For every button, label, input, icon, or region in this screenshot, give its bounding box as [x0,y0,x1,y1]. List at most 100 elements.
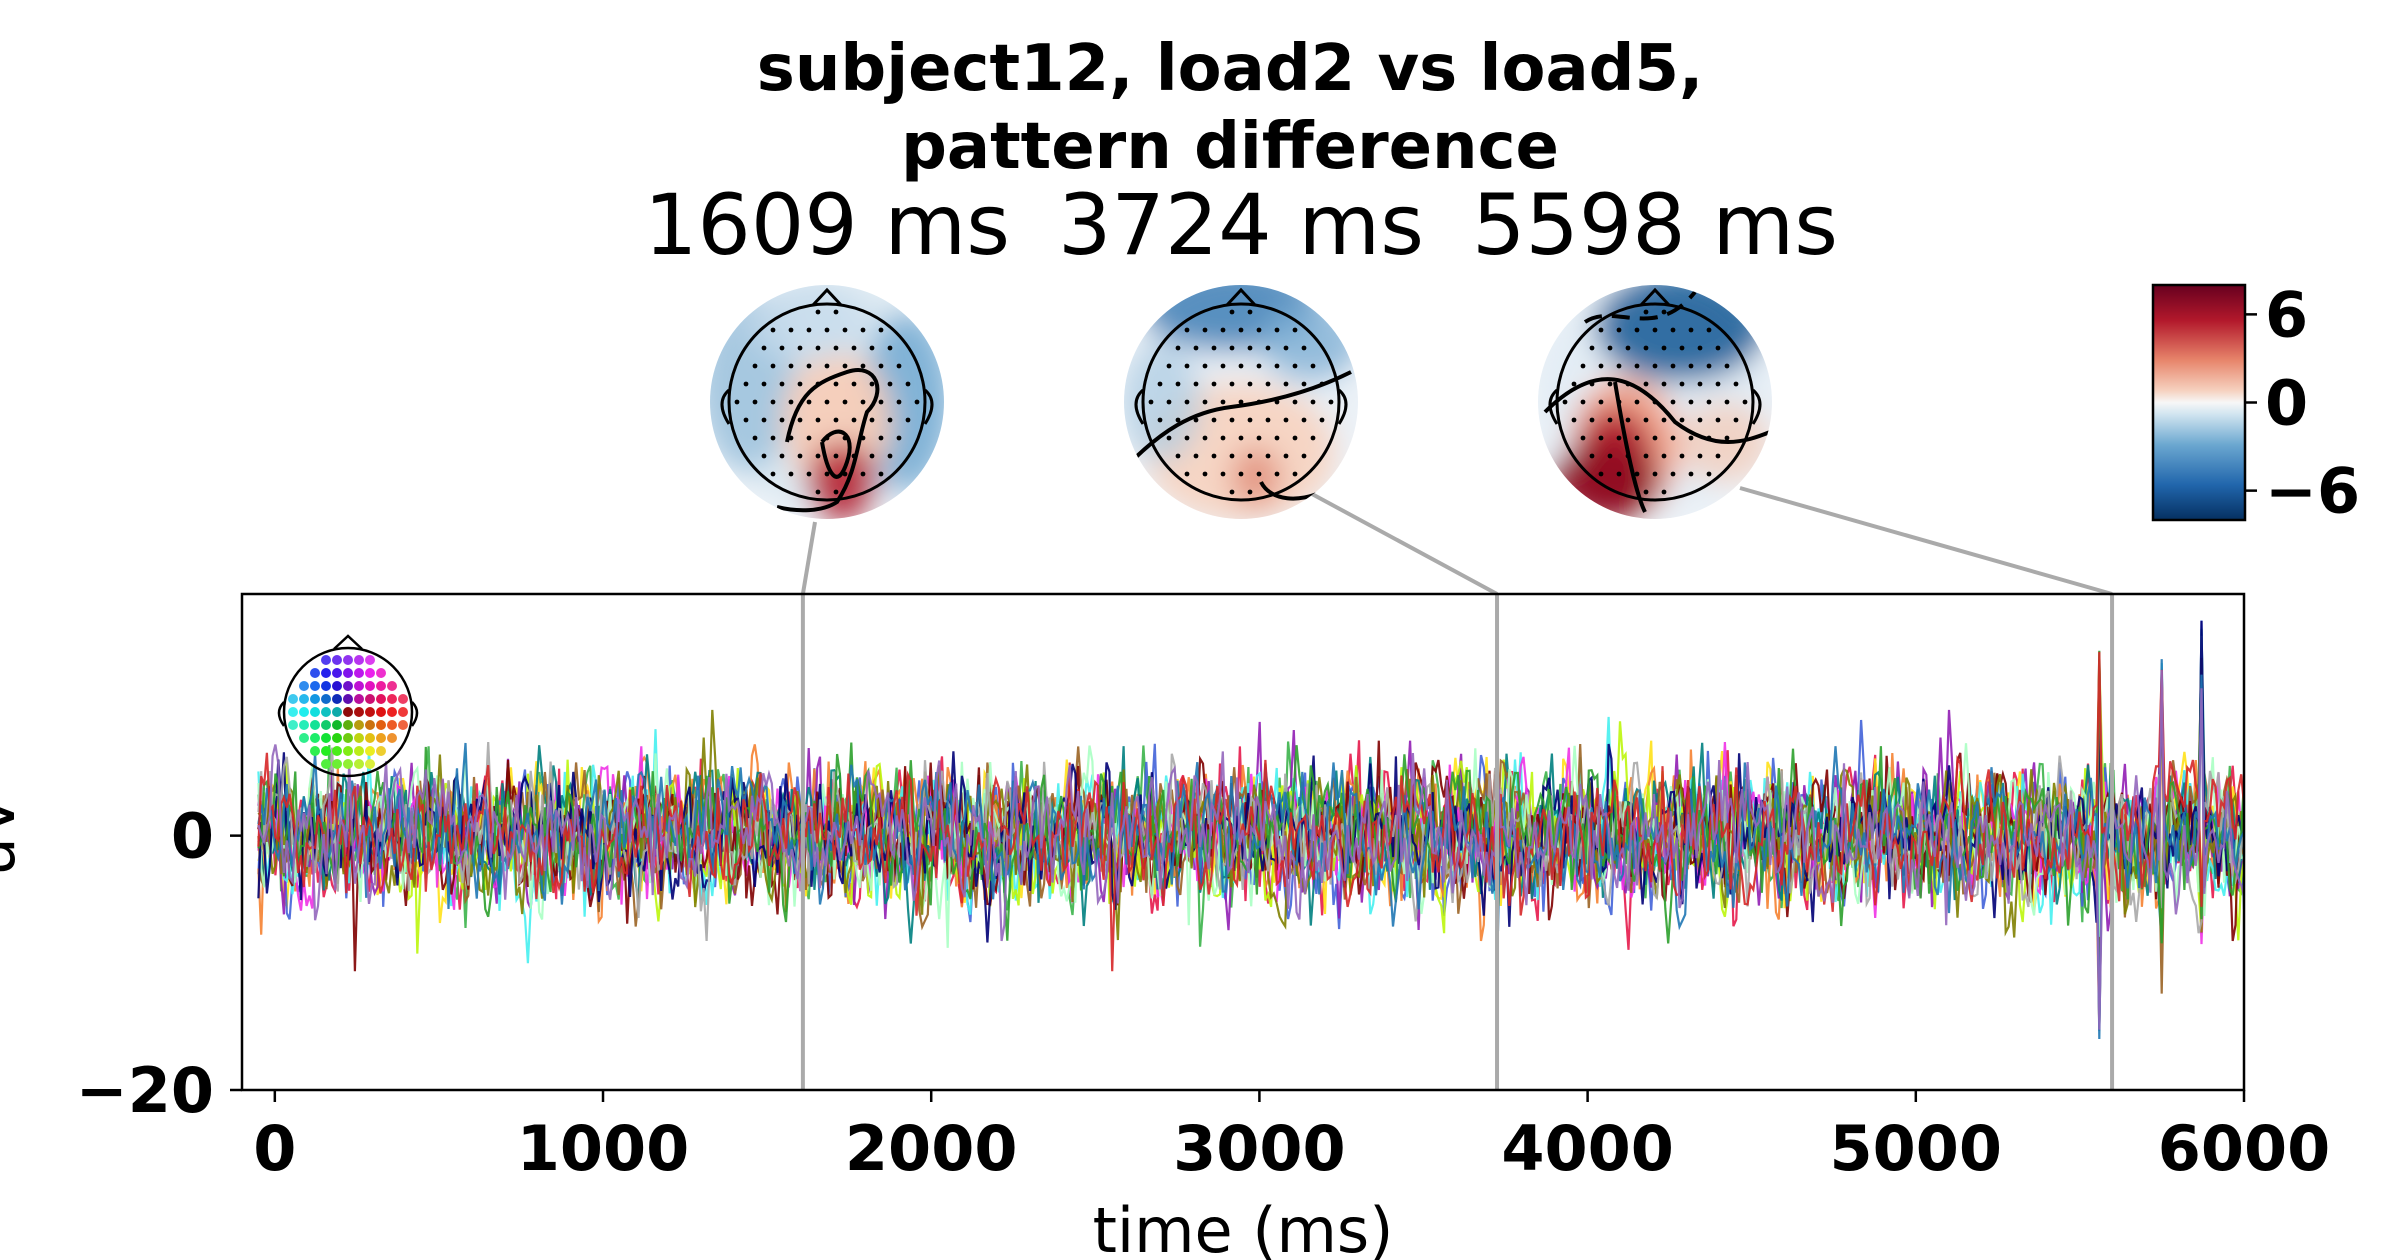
sensor-dot [878,471,884,477]
sensor-dot [860,327,866,333]
title-line-1: subject12, load2 vs load5, [756,32,1704,106]
sensor-dot [1571,417,1577,423]
sensor-dot [1580,363,1586,369]
sensor-dot [1220,435,1226,441]
sensor-dot [1202,399,1208,405]
sensor-dot [1175,453,1181,459]
sensor-dot [1598,399,1604,405]
sensor-dot [1616,435,1622,441]
y-axis-label: uV [0,795,29,877]
ear-right [1751,388,1762,425]
sensor-dot [1706,363,1712,369]
topomap-2 [1124,285,1358,519]
sensor-dot [1157,381,1163,387]
sensor-dot [1598,363,1604,369]
sensor-dot [815,453,821,459]
sensor-dot [1724,435,1730,441]
trace-line [257,670,2244,1030]
topomap-time-label-2: 3724 ms [1057,176,1425,274]
topomap-connectors [800,486,2113,596]
sensor-dot [824,435,830,441]
sensor-dot [1634,435,1640,441]
sensor-dot [1697,453,1703,459]
sensor-dot [797,345,803,351]
sensor-dot [896,399,902,405]
sensor-dot [887,381,893,387]
sensor-dot [1562,399,1568,405]
sensor-dot [1310,399,1316,405]
sensor-dot [788,399,794,405]
sensor-dot [1697,381,1703,387]
sensor-dot [1229,381,1235,387]
sensor-dot [1670,327,1676,333]
sensor-dot [1598,471,1604,477]
sensor-dot [1715,453,1721,459]
sensor-dot [1589,453,1595,459]
sensor-dot [842,327,848,333]
sensor-dot [752,363,758,369]
sensor-dot [1589,381,1595,387]
sensor-dot [1301,417,1307,423]
sensor-dot [1733,381,1739,387]
sensor-dot [1679,381,1685,387]
sensor-dot [824,471,830,477]
sensor-dot [752,399,758,405]
sensor-dot [779,417,785,423]
sensor-dot [905,417,911,423]
sensor-dot [1283,453,1289,459]
sensor-dot [1652,471,1658,477]
sensor-dot [1634,471,1640,477]
sensor-dot [1265,417,1271,423]
sensor-dot [824,363,830,369]
sensor-dot [788,435,794,441]
sensor-dot [1247,309,1253,315]
sensor-dot [1643,417,1649,423]
sensor-dot [1652,327,1658,333]
sensor-dot [761,453,767,459]
sensor-dot [1670,399,1676,405]
sensor-dot [1688,327,1694,333]
sensor-dot [1247,453,1253,459]
sensor-dot [1715,381,1721,387]
sensor-dot [1220,399,1226,405]
sensor-dot [1706,327,1712,333]
sensor-dot [887,345,893,351]
sensor-dot [833,381,839,387]
x-tick-label: 2000 [845,1112,1018,1185]
sensor-dot [1193,453,1199,459]
sensor-dot [1211,453,1217,459]
sensor-dot [1184,363,1190,369]
head-outline [727,302,927,502]
sensor-dot [761,345,767,351]
sensor-dot [770,327,776,333]
ear-left [1134,388,1145,425]
sensor-dot [1292,399,1298,405]
figure-title: subject12, load2 vs load5, pattern diffe… [670,30,1790,186]
sensor-dot [833,417,839,423]
sensor-dot [869,453,875,459]
sensor-dot [1625,453,1631,459]
x-tick-label: 6000 [2158,1112,2331,1185]
sensor-dot [770,435,776,441]
sensor-dot [833,453,839,459]
sensor-dot [1607,381,1613,387]
butterfly-axes: 0 1000 2000 3000 4000 5000 6000 0 −20 time (ms) uV [0,592,2331,1260]
sensor-dot [1724,363,1730,369]
sensor-dot [1607,345,1613,351]
sensor-dot [1193,345,1199,351]
sensor-dot [752,435,758,441]
contour-line [1543,377,1771,444]
sensor-dot [1697,345,1703,351]
sensor-dot [1283,381,1289,387]
sensor-dot [887,417,893,423]
sensor-dot [860,435,866,441]
sensor-dot [842,399,848,405]
sensor-dot [1202,363,1208,369]
sensor-dot [833,309,839,315]
sensor-dot [1292,471,1298,477]
colorbar: 6 0 −6 [2151,278,2360,528]
sensor-dot [1625,381,1631,387]
sensor-dot [1292,363,1298,369]
sensor-dot [1643,381,1649,387]
sensor-dot [1238,471,1244,477]
